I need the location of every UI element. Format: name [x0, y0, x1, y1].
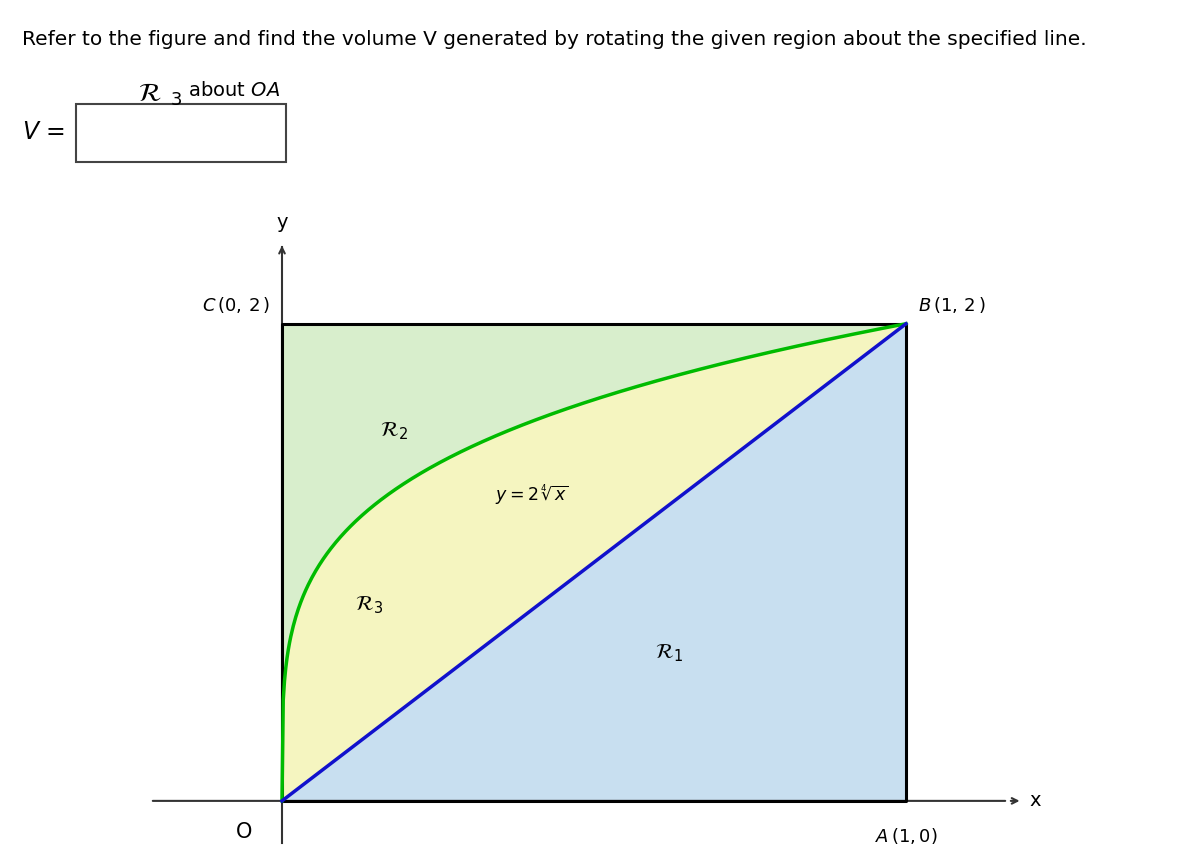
Text: $\mathcal{R}_1$: $\mathcal{R}_1$ — [655, 642, 683, 664]
Text: O: O — [235, 822, 252, 842]
Text: $\mathcal{R}$: $\mathcal{R}$ — [138, 81, 162, 107]
Text: $C\,(0,\,2\,)$: $C\,(0,\,2\,)$ — [202, 296, 270, 315]
Text: $B\,(1,\,2\,)$: $B\,(1,\,2\,)$ — [918, 296, 985, 315]
Text: $A\,(1,0)$: $A\,(1,0)$ — [875, 826, 937, 846]
Text: $V$ =: $V$ = — [22, 120, 65, 144]
Text: y: y — [276, 213, 288, 232]
Text: Refer to the figure and find the volume V generated by rotating the given region: Refer to the figure and find the volume … — [22, 30, 1086, 49]
Text: $y = 2\,\sqrt[4]{x}$: $y = 2\,\sqrt[4]{x}$ — [494, 484, 569, 508]
Text: $\mathcal{R}_3$: $\mathcal{R}_3$ — [355, 595, 383, 616]
FancyBboxPatch shape — [76, 104, 286, 162]
Text: x: x — [1030, 792, 1042, 810]
Text: $3$: $3$ — [170, 91, 182, 109]
Polygon shape — [282, 324, 906, 801]
Text: about $\it{OA}$: about $\it{OA}$ — [182, 81, 281, 100]
Polygon shape — [282, 324, 906, 801]
Text: $\mathcal{R}_2$: $\mathcal{R}_2$ — [380, 420, 408, 442]
Polygon shape — [282, 324, 906, 801]
